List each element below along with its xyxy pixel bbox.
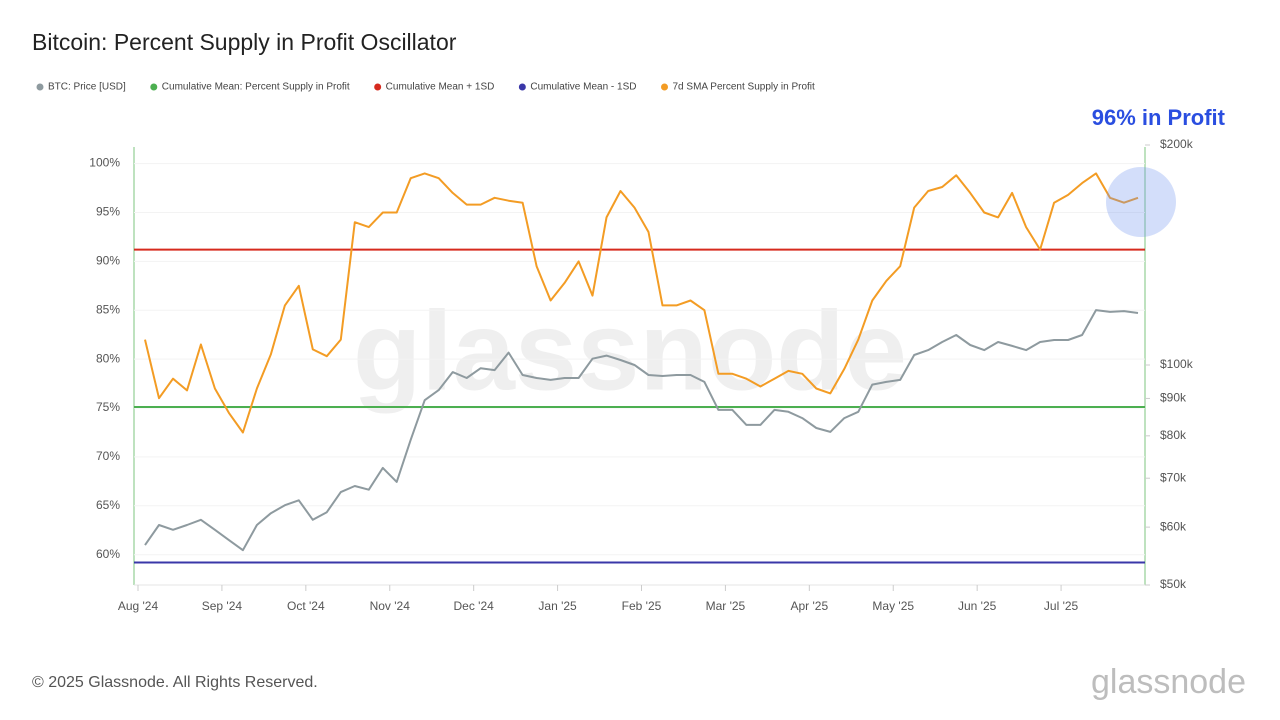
y2-tick-label: $200k xyxy=(1160,137,1194,151)
legend-swatch xyxy=(374,83,382,91)
legend-label: Cumulative Mean - 1SD xyxy=(530,82,636,93)
x-tick-label: Sep '24 xyxy=(202,599,243,613)
y2-tick-label: $80k xyxy=(1160,428,1187,442)
legend-swatch xyxy=(36,83,44,91)
y-tick-label: 75% xyxy=(96,400,120,414)
annotation: 96% in Profit xyxy=(1092,105,1226,130)
y-tick-label: 90% xyxy=(96,254,120,268)
y-tick-label: 80% xyxy=(96,351,120,365)
x-tick-label: Jun '25 xyxy=(958,599,997,613)
x-tick-label: Jul '25 xyxy=(1044,599,1079,613)
x-tick-label: Jan '25 xyxy=(538,599,577,613)
y-tick-label: 95% xyxy=(96,205,120,219)
x-tick-label: Oct '24 xyxy=(287,599,325,613)
footer: © 2025 Glassnode. All Rights Reserved. xyxy=(32,674,318,691)
highlight-circle xyxy=(1106,167,1176,237)
y-tick-label: 100% xyxy=(89,156,120,170)
legend-label: BTC: Price [USD] xyxy=(48,82,126,93)
y2-tick-label: $50k xyxy=(1160,577,1187,591)
y2-tick-label: $100k xyxy=(1160,357,1194,371)
chart-title: Bitcoin: Percent Supply in Profit Oscill… xyxy=(32,29,457,55)
watermark: glassnode xyxy=(353,289,907,414)
y-tick-label: 65% xyxy=(96,498,120,512)
x-tick-label: May '25 xyxy=(872,599,914,613)
y-tick-label: 85% xyxy=(96,302,120,316)
x-tick-label: Nov '24 xyxy=(370,599,411,613)
y-tick-label: 60% xyxy=(96,547,120,561)
x-tick-label: Mar '25 xyxy=(706,599,746,613)
grid xyxy=(134,163,1145,556)
series-line xyxy=(144,172,1139,434)
y-tick-label: 70% xyxy=(96,449,120,463)
legend-swatch xyxy=(661,83,668,91)
lines xyxy=(134,172,1145,564)
legend-swatch xyxy=(518,83,526,91)
logo: glassnode xyxy=(1091,663,1246,701)
legend: BTC: Price [USD] Cumulative Mean: Percent… xyxy=(36,82,816,93)
series-line xyxy=(144,309,1139,552)
x-tick-label: Dec '24 xyxy=(454,599,495,613)
legend-label: Cumulative Mean: Percent Supply in Profi… xyxy=(162,82,350,93)
x-tick-label: Apr '25 xyxy=(791,599,829,613)
y2-tick-label: $90k xyxy=(1160,391,1187,405)
legend-label: Cumulative Mean + 1SD xyxy=(386,82,495,93)
legend-label: 7d SMA Percent Supply in Profit xyxy=(673,82,816,93)
x-tick-label: Feb '25 xyxy=(622,599,662,613)
y2-tick-label: $70k xyxy=(1160,470,1187,484)
legend-swatch xyxy=(150,83,158,91)
x-tick-label: Aug '24 xyxy=(118,599,159,613)
y2-tick-label: $60k xyxy=(1160,519,1187,533)
